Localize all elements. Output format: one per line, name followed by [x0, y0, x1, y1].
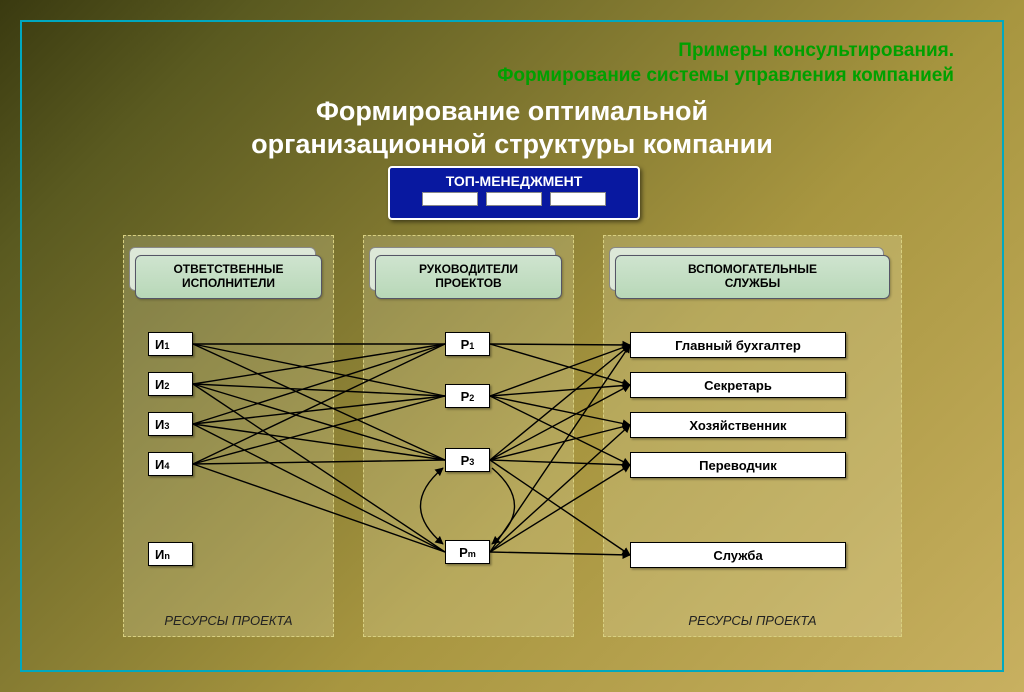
node-s1: Главный бухгалтер	[630, 332, 846, 358]
node-pm: Рm	[445, 540, 490, 564]
panel-head: ОТВЕТСТВЕННЫЕИСПОЛНИТЕЛИ	[135, 255, 322, 299]
top-management-slot	[422, 192, 478, 206]
panel-footer: РЕСУРСЫ ПРОЕКТА	[604, 613, 901, 628]
node-i3: И3	[148, 412, 193, 436]
node-s2: Секретарь	[630, 372, 846, 398]
top-management-slots	[390, 189, 638, 218]
main-title-line2: организационной структуры компании	[0, 128, 1024, 160]
top-management-box: ТОП-МЕНЕДЖМЕНТ	[388, 166, 640, 220]
node-p1: Р1	[445, 332, 490, 356]
node-i4: И4	[148, 452, 193, 476]
super-title-line1: Примеры консультирования.	[678, 40, 954, 63]
node-in: Иn	[148, 542, 193, 566]
panel-head: РУКОВОДИТЕЛИПРОЕКТОВ	[375, 255, 562, 299]
panel-footer: РЕСУРСЫ ПРОЕКТА	[124, 613, 333, 628]
node-s4: Переводчик	[630, 452, 846, 478]
top-management-slot	[550, 192, 606, 206]
node-p2: Р2	[445, 384, 490, 408]
node-s5: Служба	[630, 542, 846, 568]
top-management-slot	[486, 192, 542, 206]
node-i2: И2	[148, 372, 193, 396]
slide: Примеры консультирования. Формирование с…	[0, 0, 1024, 692]
top-management-label: ТОП-МЕНЕДЖМЕНТ	[390, 168, 638, 189]
main-title-line1: Формирование оптимальной	[0, 95, 1024, 127]
node-s3: Хозяйственник	[630, 412, 846, 438]
node-p3: Р3	[445, 448, 490, 472]
super-title-line2: Формирование системы управления компание…	[497, 65, 954, 88]
node-i1: И1	[148, 332, 193, 356]
panel-head: ВСПОМОГАТЕЛЬНЫЕСЛУЖБЫ	[615, 255, 890, 299]
